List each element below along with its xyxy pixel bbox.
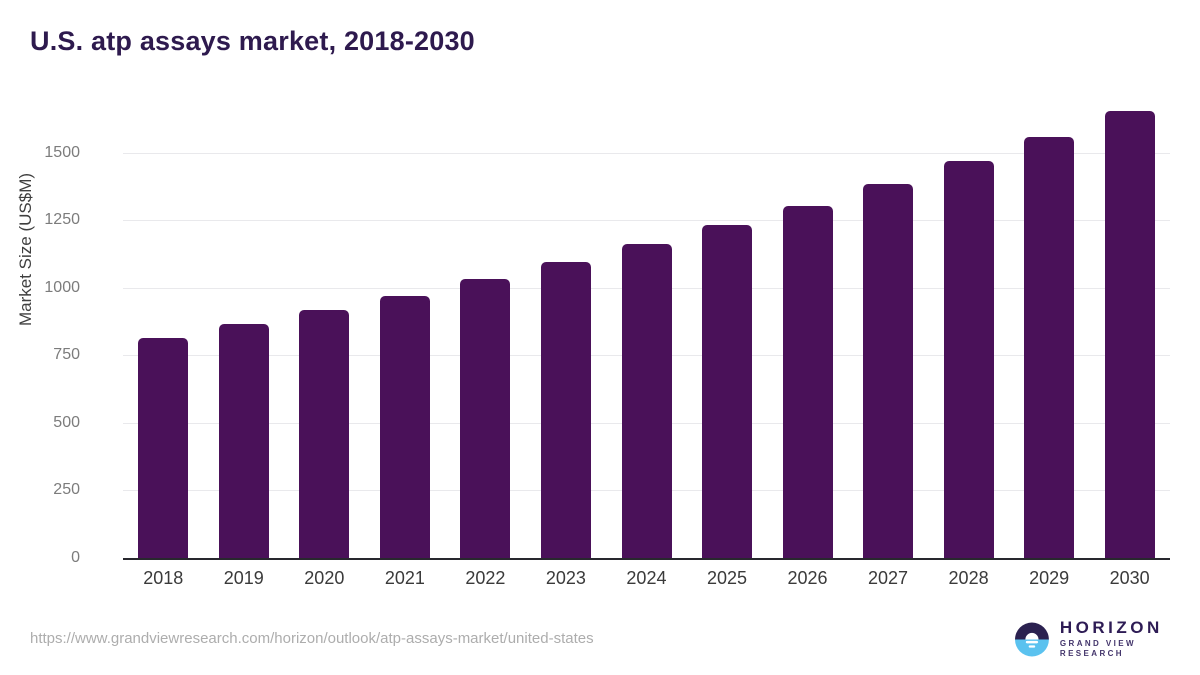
bar-2020 [299, 310, 350, 558]
y-tick-1500: 1500 [44, 143, 80, 161]
y-tick-750: 750 [53, 346, 80, 364]
x-axis-labels: 2018 2019 2020 2021 2022 2023 2024 2025 2026 2027… [123, 568, 1170, 589]
x-tick-2023: 2023 [545, 568, 586, 588]
bar-2028 [943, 160, 994, 558]
logo-tagline: GRAND VIEW RESEARCH [1059, 639, 1136, 658]
x-tick-2024: 2024 [626, 568, 667, 588]
y-axis-label: Market Size (US$M) [16, 172, 35, 326]
horizon-logo: HORIZON GRAND VIEW RESEARCH [1015, 619, 1200, 659]
x-tick-2028: 2028 [948, 568, 989, 588]
x-tick-2029: 2029 [1029, 568, 1070, 588]
bar-2021 [379, 295, 430, 558]
plot-area: 0 250 500 750 1000 1250 1500 [44, 95, 1170, 566]
gridline-1500 [123, 152, 1170, 154]
x-tick-2021: 2021 [384, 568, 425, 588]
bar-2026 [782, 205, 833, 558]
bar-2025 [702, 224, 753, 558]
x-tick-2027: 2027 [868, 568, 909, 588]
y-tick-1250: 1250 [44, 211, 80, 229]
x-tick-2019: 2019 [223, 568, 264, 588]
bar-2022 [460, 278, 511, 558]
x-tick-2020: 2020 [304, 568, 345, 588]
logo-wordmark: HORIZON [1059, 618, 1163, 637]
bar-2023 [540, 261, 591, 558]
y-tick-250: 250 [53, 481, 80, 499]
gridline-1250 [123, 220, 1170, 222]
x-tick-2026: 2026 [787, 568, 828, 588]
y-tick-1000: 1000 [44, 278, 80, 296]
x-tick-2030: 2030 [1109, 568, 1150, 588]
x-tick-2022: 2022 [465, 568, 506, 588]
x-tick-2025: 2025 [706, 568, 747, 588]
y-tick-500: 500 [53, 413, 80, 431]
bar-2018 [138, 337, 189, 558]
horizon-logo-icon [1015, 622, 1049, 656]
y-tick-0: 0 [71, 549, 80, 566]
chart-title: U.S. atp assays market, 2018-2030 [30, 26, 475, 56]
source-url: https://www.grandviewresearch.com/horizo… [30, 630, 594, 647]
bar-2030 [1104, 110, 1155, 558]
bar-2019 [218, 323, 269, 558]
x-tick-2018: 2018 [143, 568, 184, 588]
bar-2027 [863, 183, 914, 558]
bar-2024 [621, 243, 672, 558]
bar-2029 [1024, 136, 1075, 558]
